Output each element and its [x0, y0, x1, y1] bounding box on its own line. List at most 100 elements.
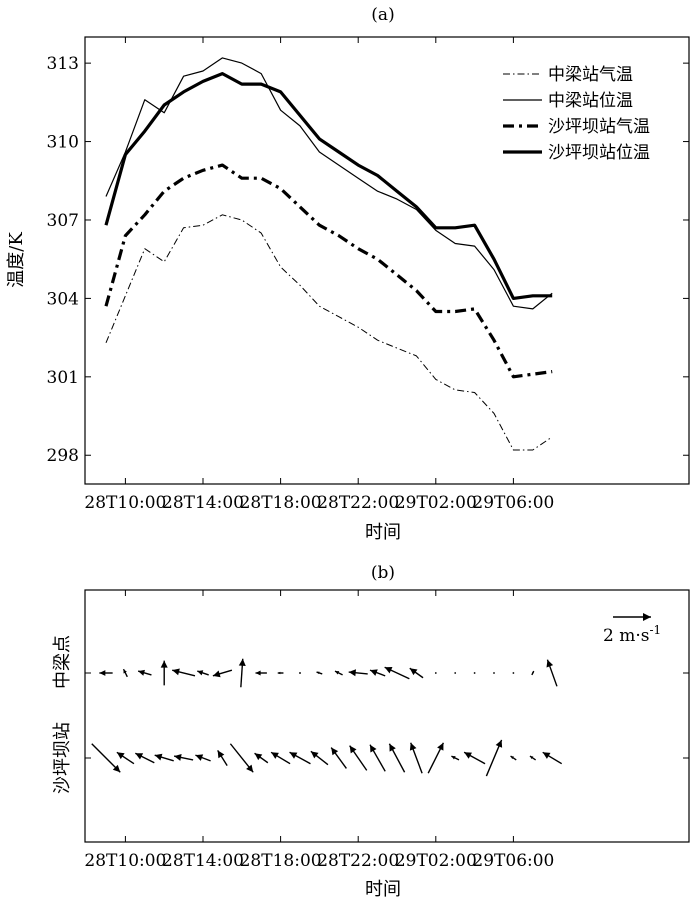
wind-vector-head — [277, 671, 281, 675]
x-tick-label: 28T14:00 — [162, 493, 244, 513]
wind-vector — [197, 670, 209, 676]
wind-vector — [369, 669, 386, 677]
panel-a-xlabel: 时间 — [365, 522, 401, 543]
wind-vector-head — [331, 747, 339, 756]
wind-vector-head — [335, 671, 340, 675]
scale-arrow-head — [643, 613, 651, 621]
wind-vector-head — [495, 739, 503, 748]
wind-vector — [334, 670, 343, 676]
wind-vector — [384, 666, 410, 680]
wind-vector-head — [112, 764, 121, 773]
wind-vector-head — [123, 669, 127, 674]
wind-vector — [409, 667, 424, 679]
wind-vector — [349, 745, 368, 771]
x-tick-label: 28T14:00 — [162, 851, 244, 871]
wind-vector-head — [254, 753, 263, 761]
panel-b-label: (b) — [371, 563, 395, 583]
wind-vector — [122, 668, 128, 678]
wind-vector — [473, 672, 476, 674]
wind-vector-head — [99, 670, 106, 676]
x-tick-label: 28T10:00 — [84, 851, 166, 871]
wind-vector — [463, 751, 486, 765]
wind-vector-head — [370, 744, 377, 753]
scale-label: 2 m·s-1 — [603, 623, 661, 646]
wind-vector — [255, 670, 267, 676]
wind-vector — [137, 669, 152, 676]
legend-label-3: 沙坪坝站位温 — [548, 143, 650, 163]
series-line-3 — [104, 71, 553, 300]
wind-vector — [330, 747, 347, 769]
wind-vector — [310, 750, 329, 766]
wind-vector-head — [464, 752, 472, 759]
wind-vector — [277, 671, 284, 675]
wind-vector — [134, 752, 155, 764]
wind-vector — [388, 743, 406, 773]
wind-vector — [229, 743, 254, 773]
wind-vector-head — [370, 669, 378, 676]
wind-vector — [493, 672, 495, 674]
x-tick-label: 29T02:00 — [395, 851, 477, 871]
wind-vector-head — [532, 671, 534, 674]
wind-vector-head — [172, 668, 180, 676]
wind-vector — [451, 755, 460, 761]
wind-vector-head — [174, 754, 182, 761]
x-tick-label: 28T10:00 — [84, 493, 166, 513]
wind-vector-head — [271, 752, 279, 759]
wind-vector — [173, 754, 194, 761]
wind-vector — [172, 668, 196, 677]
wind-vector — [195, 754, 211, 762]
wind-vector — [160, 660, 168, 686]
wind-vector — [116, 751, 135, 765]
wind-vector — [99, 670, 113, 676]
x-tick-label: 29T06:00 — [472, 851, 554, 871]
wind-vector-head — [238, 658, 246, 666]
wind-vector-head — [160, 660, 168, 668]
series-line-0 — [105, 214, 553, 451]
wind-vector-head — [197, 670, 204, 676]
wind-vector-head — [316, 671, 320, 675]
wind-vector-head — [349, 745, 357, 754]
wind-vector — [546, 659, 558, 687]
wind-vector — [238, 658, 246, 688]
panel-a-frame — [84, 36, 690, 485]
wind-vector — [409, 742, 423, 774]
series-line-2 — [104, 163, 553, 379]
wind-vector-head — [409, 668, 418, 676]
wind-vector-head — [246, 764, 254, 773]
legend-label-0: 中梁站气温 — [548, 65, 633, 85]
wind-vector — [270, 751, 291, 765]
wind-vector-head — [154, 753, 163, 761]
wind-vector-head — [217, 750, 225, 759]
y-tick-label: 307 — [47, 211, 79, 231]
x-tick-label: 28T22:00 — [317, 493, 399, 513]
temperature-chart: 298 301 304 307 310 313 28T10:0028T14:0028T18… — [6, 36, 690, 543]
wind-vector-head — [546, 659, 554, 668]
wind-vector-head — [348, 669, 357, 677]
panel-a-ylabel: 温度/K — [6, 232, 27, 288]
panel-a-label: (a) — [371, 5, 394, 25]
wind-vector-head — [542, 752, 551, 759]
wind-vector-head — [289, 752, 298, 759]
x-tick-label: 29T06:00 — [472, 493, 554, 513]
wind-vector-head — [510, 756, 514, 760]
wind-vector-head — [409, 742, 417, 751]
y-tick-label: 298 — [47, 446, 79, 466]
wind-vector — [299, 672, 301, 674]
x-tick-label: 28T18:00 — [240, 851, 322, 871]
wind-vector-head — [389, 743, 396, 752]
wind-vector — [510, 755, 517, 761]
wind-vector-head — [135, 753, 144, 760]
wind-vector — [254, 752, 269, 764]
wind-vector — [369, 744, 386, 772]
x-tick-label: 28T22:00 — [317, 851, 399, 871]
wind-vector-head — [437, 742, 444, 751]
wind-vector — [454, 672, 457, 674]
wind-vector — [289, 751, 311, 765]
wind-vector — [427, 742, 445, 774]
series-line-1 — [105, 57, 553, 310]
wind-vector-head — [384, 667, 393, 674]
wind-vector-head — [310, 751, 319, 759]
wind-vector-head — [138, 669, 145, 676]
wind-vector-head — [195, 754, 204, 761]
